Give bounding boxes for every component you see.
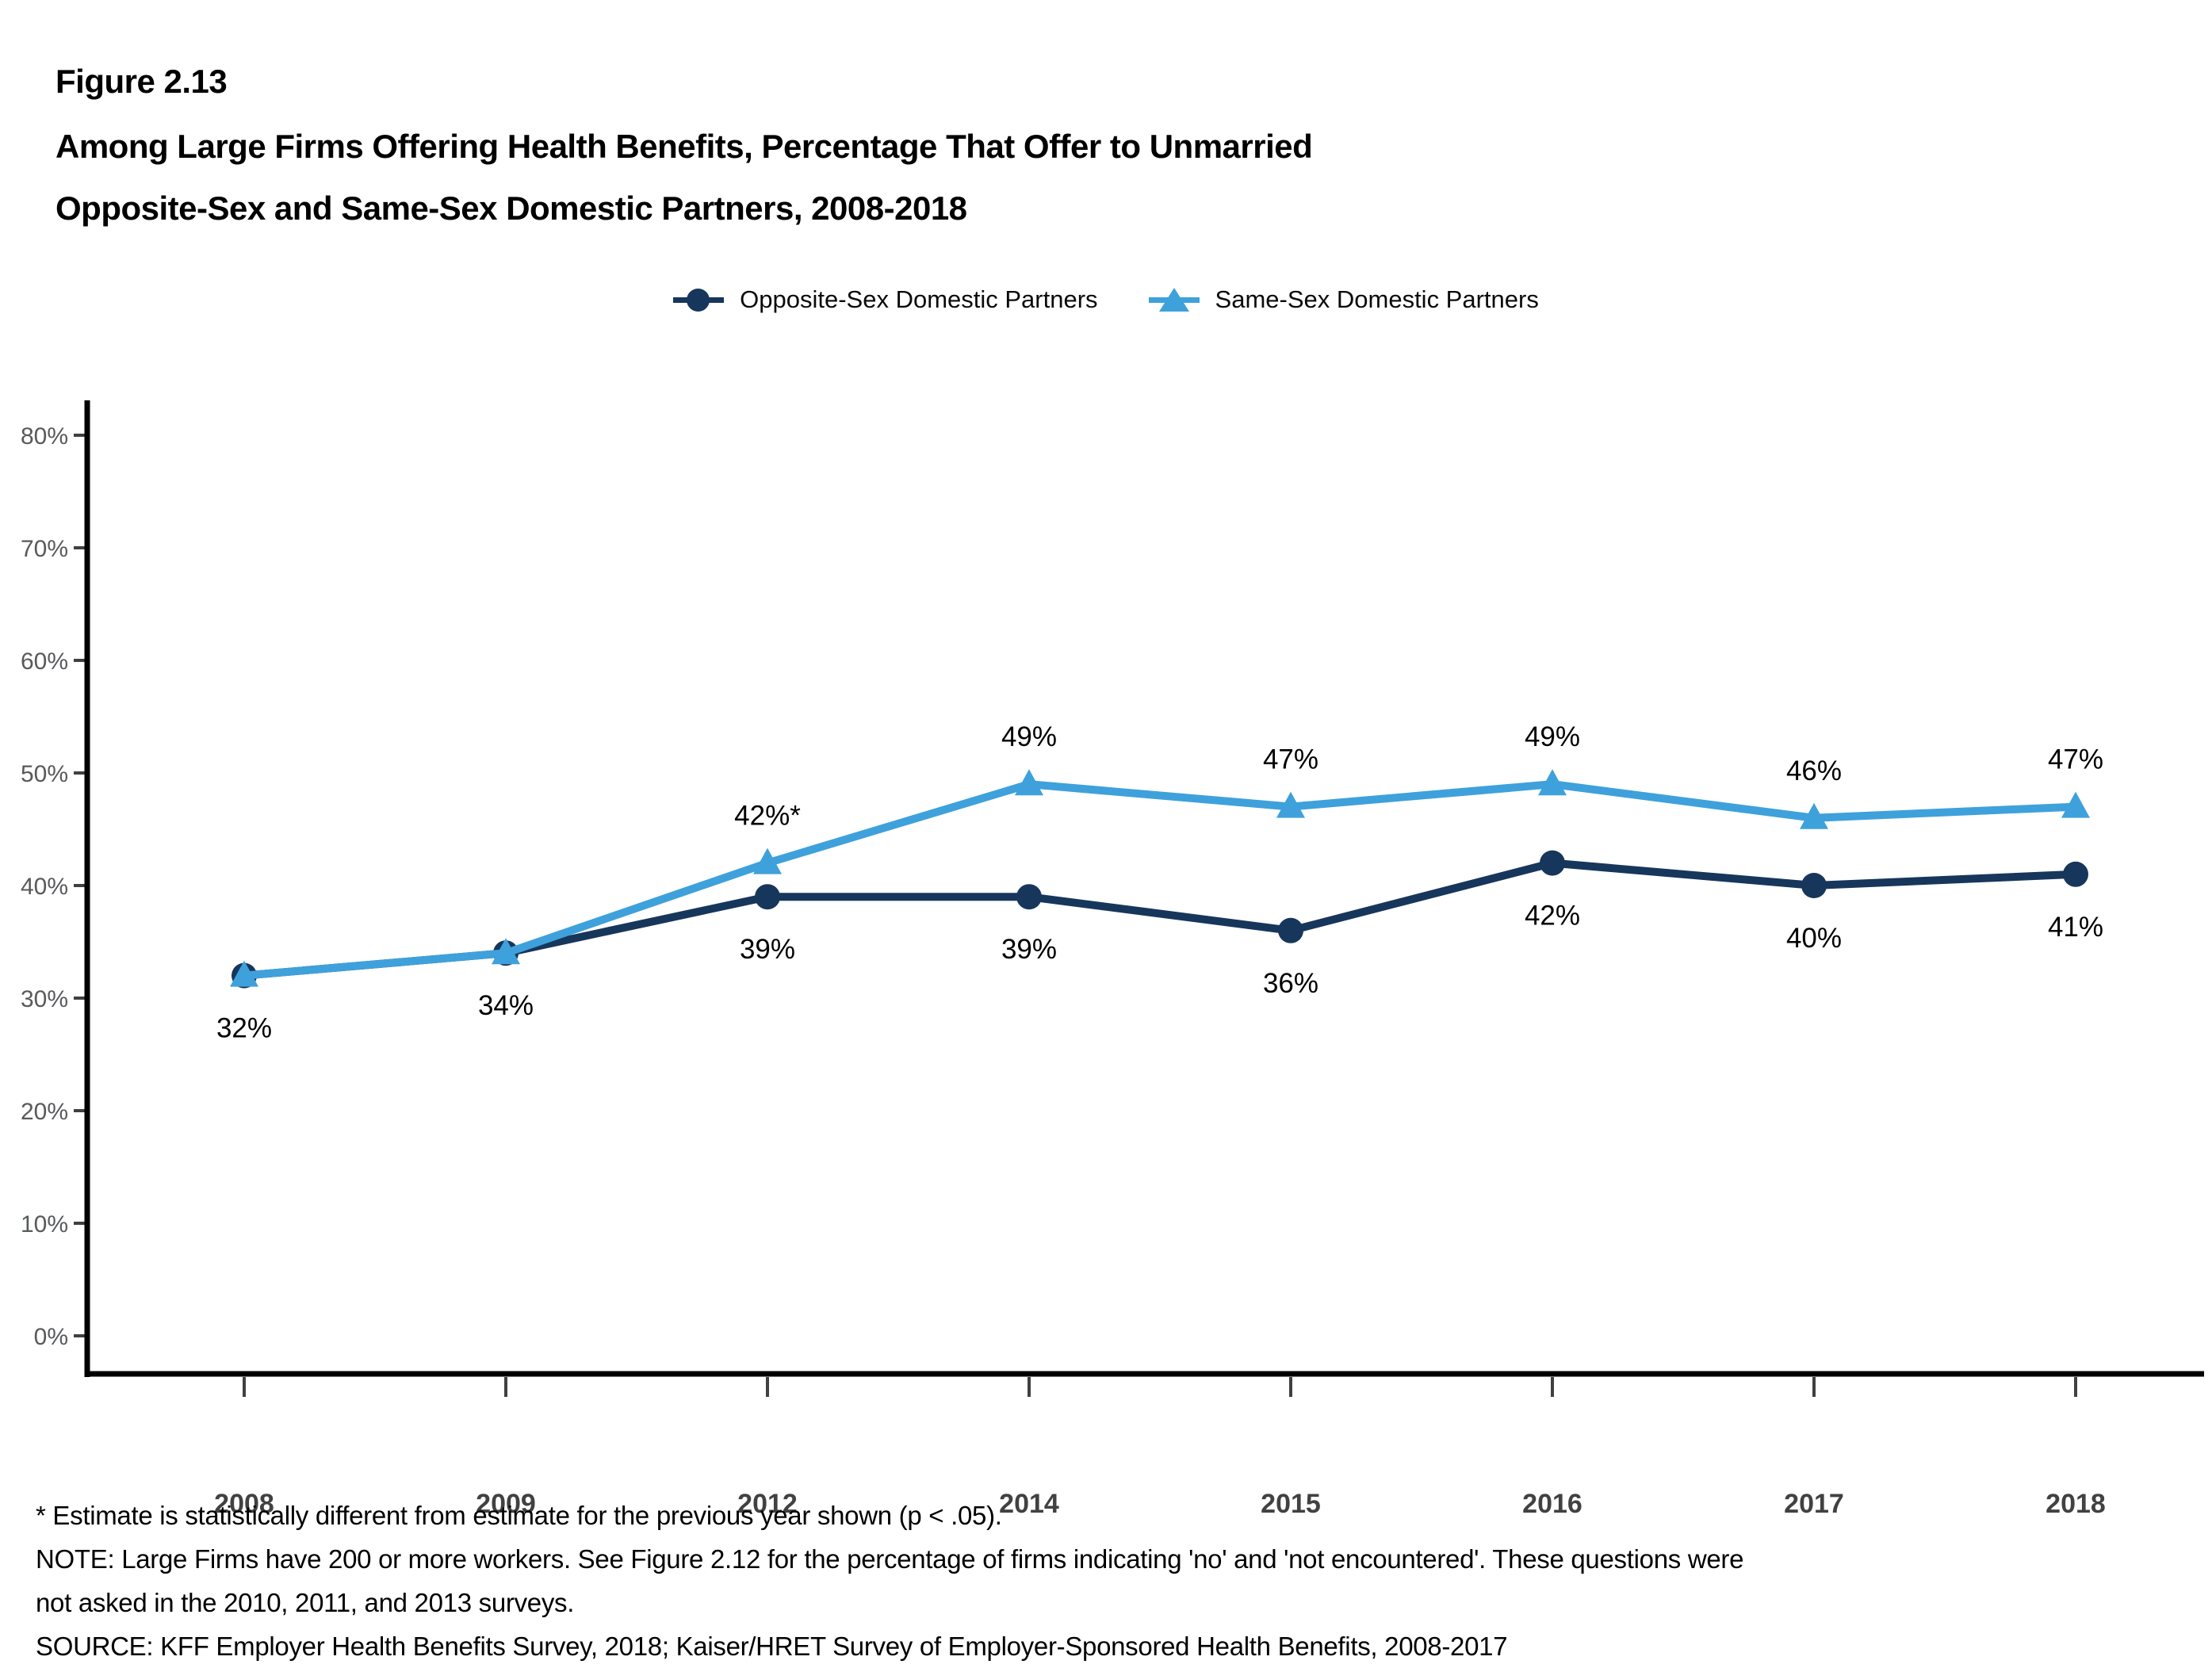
data-point-label: 32%: [216, 1013, 272, 1044]
y-tick-label: 10%: [21, 1211, 68, 1238]
data-point-triangle: [1538, 769, 1567, 796]
footnote-note-line-2: not asked in the 2010, 2011, and 2013 su…: [36, 1588, 575, 1617]
y-tick-label: 0%: [34, 1324, 68, 1350]
data-point-label: 42%*: [734, 801, 801, 832]
data-point-label: 47%: [1263, 744, 1318, 775]
x-tick-label: 2015: [1261, 1489, 1321, 1519]
chart-header: Figure 2.13 Among Large Firms Offering H…: [55, 62, 2117, 227]
footnotes: * Estimate is statistically different fr…: [36, 1494, 2176, 1668]
data-point-label: 34%: [478, 990, 534, 1021]
chart-legend: Opposite-Sex Domestic Partners Same-Sex …: [0, 287, 2212, 312]
data-point-circle: [1801, 873, 1827, 898]
data-point-circle: [1540, 850, 1565, 876]
legend-label-opposite-sex: Opposite-Sex Domestic Partners: [740, 285, 1098, 313]
x-axis-line: [84, 1371, 2204, 1377]
x-tick-label: 2008: [214, 1489, 274, 1519]
y-tick-label: 80%: [21, 423, 68, 450]
series-line-same-sex: [243, 780, 2076, 980]
data-point-label: 42%: [1525, 901, 1580, 932]
data-point-label: 47%: [2048, 744, 2103, 775]
x-tick-label: 2016: [1522, 1489, 1582, 1519]
data-point-circle: [1278, 917, 1303, 943]
footnote-note-line-1: NOTE: Large Firms have 200 or more worke…: [36, 1544, 1744, 1574]
same-sex-line-triangle-marker-icon: [1148, 287, 1200, 312]
y-tick-label: 30%: [21, 986, 68, 1012]
legend-item-same-sex: Same-Sex Domestic Partners: [1148, 285, 1539, 313]
data-point-triangle: [492, 938, 520, 965]
data-point-label: 40%: [1786, 923, 1842, 954]
data-point-triangle: [753, 847, 782, 874]
chart-title-line-2: Opposite-Sex and Same-Sex Domestic Partn…: [55, 189, 967, 227]
y-tick-label: 20%: [21, 1099, 68, 1125]
x-tick-label: 2018: [2046, 1489, 2106, 1519]
data-point-label: 41%: [2048, 912, 2103, 943]
chart-title-line-1: Among Large Firms Offering Health Benefi…: [55, 128, 1313, 165]
data-point-label: 39%: [740, 934, 795, 965]
data-point-label: 39%: [1001, 934, 1057, 965]
legend-label-same-sex: Same-Sex Domestic Partners: [1215, 285, 1539, 313]
y-axis-line: [84, 400, 90, 1377]
y-tick-label: 70%: [21, 536, 68, 562]
figure-label: Figure 2.13: [55, 63, 228, 100]
data-point-label: 36%: [1263, 968, 1318, 999]
data-point-triangle: [1276, 791, 1305, 818]
data-point-label: 49%: [1001, 721, 1057, 752]
data-point-triangle: [1015, 769, 1043, 796]
data-point-circle: [2063, 861, 2088, 887]
legend-item-opposite-sex: Opposite-Sex Domestic Partners: [673, 285, 1098, 313]
data-point-triangle: [2061, 791, 2090, 818]
x-tick-label: 2012: [737, 1489, 798, 1519]
data-point-circle: [755, 884, 780, 910]
data-point-label: 49%: [1525, 721, 1580, 752]
footnote-source: SOURCE: KFF Employer Health Benefits Sur…: [36, 1632, 1508, 1661]
data-point-triangle: [1800, 802, 1828, 829]
data-point-label: 46%: [1786, 756, 1842, 786]
opposite-sex-line-circle-marker-icon: [673, 288, 725, 312]
y-tick-label: 60%: [21, 648, 68, 675]
data-point-circle: [1016, 884, 1042, 910]
x-tick-label: 2014: [999, 1489, 1059, 1519]
series-line-opposite-sex: [243, 859, 2076, 980]
data-point-triangle: [230, 960, 258, 987]
footnote-significance: * Estimate is statistically different fr…: [36, 1501, 1002, 1530]
y-tick-label: 50%: [21, 761, 68, 787]
x-tick-label: 2017: [1784, 1489, 1844, 1519]
y-tick-label: 40%: [21, 874, 68, 900]
x-tick-label: 2009: [476, 1489, 536, 1519]
